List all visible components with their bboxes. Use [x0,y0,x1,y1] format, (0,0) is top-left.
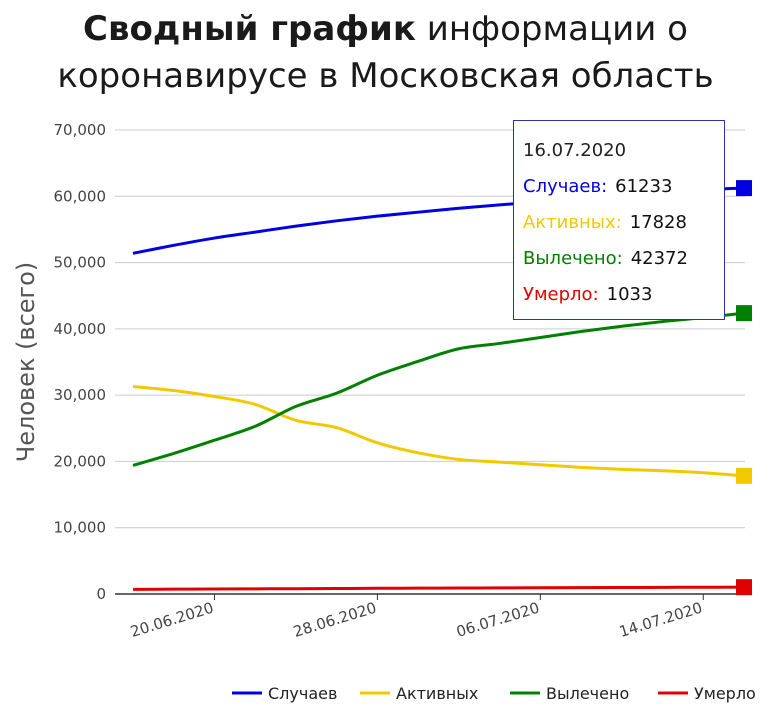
tooltip-row: Случаев: 61233 [523,169,724,205]
chart-tooltip: 16.07.2020 Случаев: 61233 Активных: 17828 Вы… [513,120,725,320]
tooltip-label: Активных: [523,212,622,233]
legend-label: Случаев [268,684,337,703]
y-tick-label: 20,000 [54,452,107,470]
tooltip-row: Вылечено: 42372 [523,241,724,277]
title-rest: информации о [426,9,688,49]
series-end-marker-1 [736,467,752,484]
title-bold: Сводный график [83,9,416,49]
tooltip-value: 61233 [615,176,673,197]
tooltip-value: 1033 [606,284,653,305]
chart-title: Сводный график информации о коронавирусе… [0,6,771,100]
series-line-2 [132,311,745,467]
tooltip-value: 42372 [630,248,688,269]
tooltip-row: Активных: 17828 [523,205,724,241]
series-line-1 [132,385,745,478]
legend-label: Активных [396,684,478,703]
series-line-3 [132,585,745,591]
y-tick-label: 40,000 [54,320,107,338]
x-tick-label: 14.07.2020 [617,599,704,641]
x-tick-label: 20.06.2020 [128,599,215,641]
tooltip-value: 17828 [629,212,687,233]
y-tick-label: 0 [96,585,106,603]
tooltip-row: Умерло: 1033 [523,277,724,313]
tooltip-label: Умерло: [523,284,599,305]
y-axis-label: Человек (всего) [12,262,40,462]
y-tick-label: 60,000 [54,187,107,205]
y-tick-label: 70,000 [54,121,107,139]
legend-label: Вылечено [546,684,629,703]
series-end-marker-0 [736,180,752,197]
tooltip-label: Вылечено: [523,248,623,269]
title-line-2: коронавирусе в Московская область [57,56,714,96]
series-end-marker-2 [736,305,752,322]
series-end-marker-3 [736,579,752,596]
y-tick-label: 50,000 [54,254,107,272]
y-tick-label: 10,000 [54,519,107,537]
tooltip-date: 16.07.2020 [523,140,627,161]
legend-label: Умерло [694,684,756,703]
y-tick-label: 30,000 [54,386,107,404]
x-tick-label: 06.07.2020 [454,599,541,641]
tooltip-label: Случаев: [523,176,608,197]
title-line-1: Сводный график информации о [0,6,771,53]
x-tick-label: 28.06.2020 [291,599,378,641]
